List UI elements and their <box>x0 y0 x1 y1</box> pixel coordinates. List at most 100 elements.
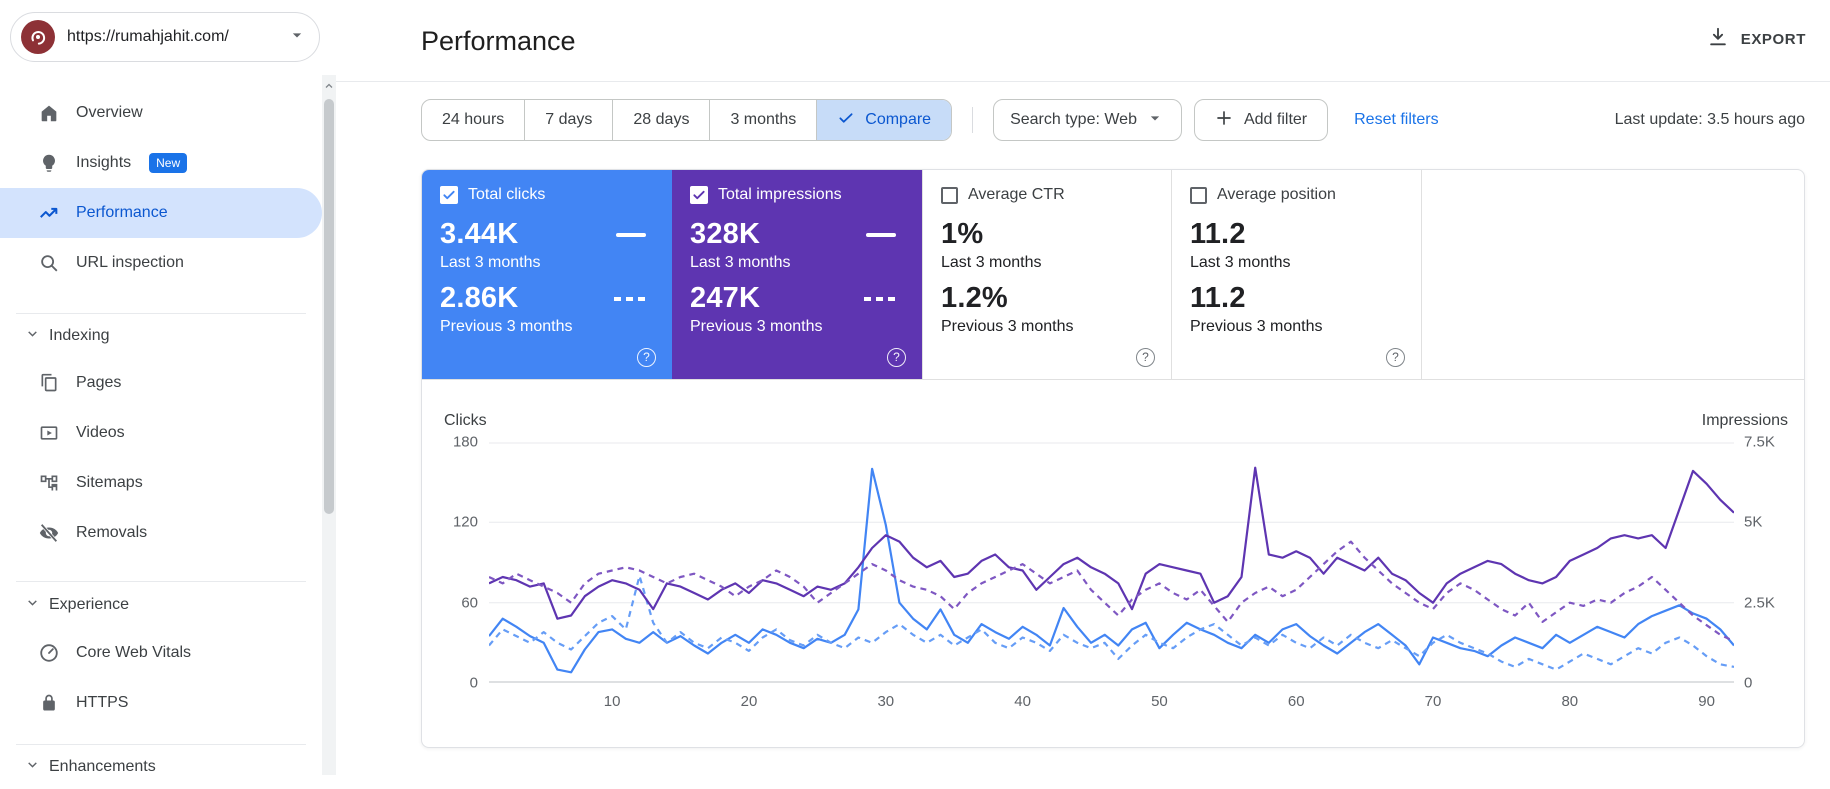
sidebar-nav: Overview Insights New Performance URL in… <box>0 88 322 789</box>
range-24-hours[interactable]: 24 hours <box>442 111 505 128</box>
y-tick: 120 <box>452 513 478 531</box>
sidebar-item-removals[interactable]: Removals <box>0 508 322 558</box>
card-total-clicks[interactable]: Total clicks 3.44K Last 3 months 2.86K P… <box>422 170 672 379</box>
checkbox-checked-icon[interactable] <box>440 186 458 204</box>
x-tick: 90 <box>1698 693 1715 710</box>
help-icon[interactable]: ? <box>1386 348 1405 367</box>
chevron-down-icon <box>287 25 307 50</box>
sidebar-item-label: Sitemaps <box>76 474 143 491</box>
metric-period: Last 3 months <box>1190 254 1291 271</box>
section-title: Enhancements <box>49 758 156 775</box>
x-tick: 20 <box>740 693 758 710</box>
card-average-position[interactable]: Average position 11.2 Last 3 months 11.2… <box>1172 170 1422 379</box>
sidebar-item-insights[interactable]: Insights New <box>0 138 322 188</box>
main-header: Performance EXPORT <box>336 0 1830 82</box>
plus-icon <box>1215 109 1233 132</box>
site-logo <box>21 20 55 54</box>
filter-divider <box>972 107 974 133</box>
check-icon <box>837 109 855 132</box>
new-badge: New <box>149 153 188 173</box>
metric-prev-value: 2.86K <box>440 282 519 314</box>
search-icon <box>38 252 60 274</box>
chevron-down-icon <box>26 327 39 345</box>
help-icon[interactable]: ? <box>887 348 906 367</box>
scrollbar-thumb[interactable] <box>324 99 334 514</box>
y-tick: 5K <box>1744 513 1763 531</box>
date-range-group: 24 hours 7 days 28 days 3 months Compare <box>421 99 953 141</box>
metric-period: Last 3 months <box>690 254 791 271</box>
sidebar-item-https[interactable]: HTTPS <box>0 678 322 728</box>
last-update-text: Last update: 3.5 hours ago <box>1614 111 1805 128</box>
sidebar-item-label: Core Web Vitals <box>76 644 192 661</box>
sidebar-scrollbar[interactable] <box>322 75 336 775</box>
sidebar-item-overview[interactable]: Overview <box>0 88 322 138</box>
help-icon[interactable]: ? <box>637 348 656 367</box>
checkbox-checked-icon[interactable] <box>690 186 708 204</box>
left-axis-ticks: 180 120 60 0 <box>422 434 478 692</box>
reset-filters-link[interactable]: Reset filters <box>1354 111 1439 128</box>
section-header-enhancements[interactable]: Enhancements <box>0 745 322 789</box>
range-3-months[interactable]: 3 months <box>709 100 816 140</box>
metric-prev-value: 11.2 <box>1190 282 1246 314</box>
clicks-current-line <box>488 467 1735 674</box>
card-average-ctr[interactable]: Average CTR 1% Last 3 months 1.2% Previo… <box>922 170 1172 379</box>
card-label: Total impressions <box>718 186 842 203</box>
add-filter-button[interactable]: Add filter <box>1193 99 1329 141</box>
property-selector[interactable]: https://rumahjahit.com/ <box>10 12 320 62</box>
help-icon[interactable]: ? <box>1136 348 1155 367</box>
sidebar-item-performance[interactable]: Performance <box>0 188 322 238</box>
card-total-impressions[interactable]: Total impressions 328K Last 3 months 247… <box>672 170 922 379</box>
checkbox-unchecked-icon[interactable] <box>1190 186 1207 204</box>
y-tick: 7.5K <box>1744 433 1775 451</box>
metric-prev-period: Previous 3 months <box>440 318 573 335</box>
y-tick: 0 <box>469 674 478 692</box>
chart-plot[interactable] <box>488 442 1735 683</box>
y-tick: 2.5K <box>1744 594 1775 612</box>
x-tick: 60 <box>1287 693 1305 710</box>
home-icon <box>38 102 60 124</box>
sitemap-icon <box>38 472 60 494</box>
sidebar-item-sitemaps[interactable]: Sitemaps <box>0 458 322 508</box>
lightbulb-icon <box>38 152 60 174</box>
sidebar-divider <box>16 581 306 582</box>
range-28-days[interactable]: 28 days <box>612 100 709 140</box>
sidebar-item-label: HTTPS <box>76 694 129 711</box>
section-header-experience[interactable]: Experience <box>0 582 322 628</box>
download-icon <box>1707 26 1729 52</box>
search-type-dropdown[interactable]: Search type: Web <box>993 99 1182 141</box>
sidebar-item-videos[interactable]: Videos <box>0 408 322 458</box>
performance-chart[interactable] <box>488 442 1735 683</box>
metric-period: Last 3 months <box>941 254 1042 271</box>
page-title: Performance <box>421 26 576 56</box>
y-tick: 180 <box>452 433 478 451</box>
compare-label: Compare <box>865 111 932 128</box>
sidebar-item-label: Pages <box>76 374 122 391</box>
pages-icon <box>38 372 60 394</box>
compare-toggle[interactable]: Compare <box>816 100 952 140</box>
section-header-indexing[interactable]: Indexing <box>0 314 322 358</box>
checkbox-unchecked-icon[interactable] <box>941 186 958 204</box>
performance-panel: Total clicks 3.44K Last 3 months 2.86K P… <box>421 169 1805 748</box>
sidebar-item-label: Removals <box>76 524 148 541</box>
sidebar-item-core-web-vitals[interactable]: Core Web Vitals <box>0 628 322 678</box>
chevron-down-icon <box>1145 108 1165 133</box>
filter-bar: 24 hours 7 days 28 days 3 months Compare… <box>421 99 1805 141</box>
sidebar-item-label: Overview <box>76 104 143 121</box>
dashed-line-key-icon <box>864 296 898 301</box>
sidebar-item-label: URL inspection <box>76 254 184 271</box>
x-tick: 80 <box>1561 693 1579 710</box>
main-content: Performance EXPORT 24 hours 7 days 28 da… <box>336 0 1830 775</box>
metric-period: Last 3 months <box>440 254 541 271</box>
dashed-line-key-icon <box>614 296 648 301</box>
chevron-down-icon <box>26 758 39 776</box>
sidebar-item-pages[interactable]: Pages <box>0 358 322 408</box>
right-axis-ticks: 7.5K 5K 2.5K 0 <box>1744 434 1804 692</box>
range-7-days[interactable]: 7 days <box>524 100 612 140</box>
export-button[interactable]: EXPORT <box>1707 26 1806 52</box>
x-tick: 10 <box>603 693 621 710</box>
sidebar-item-url-inspection[interactable]: URL inspection <box>0 238 322 288</box>
scroll-up-icon[interactable] <box>323 79 335 97</box>
x-tick: 40 <box>1014 693 1031 710</box>
sidebar-item-label: Videos <box>76 424 125 441</box>
card-label: Total clicks <box>468 186 546 203</box>
